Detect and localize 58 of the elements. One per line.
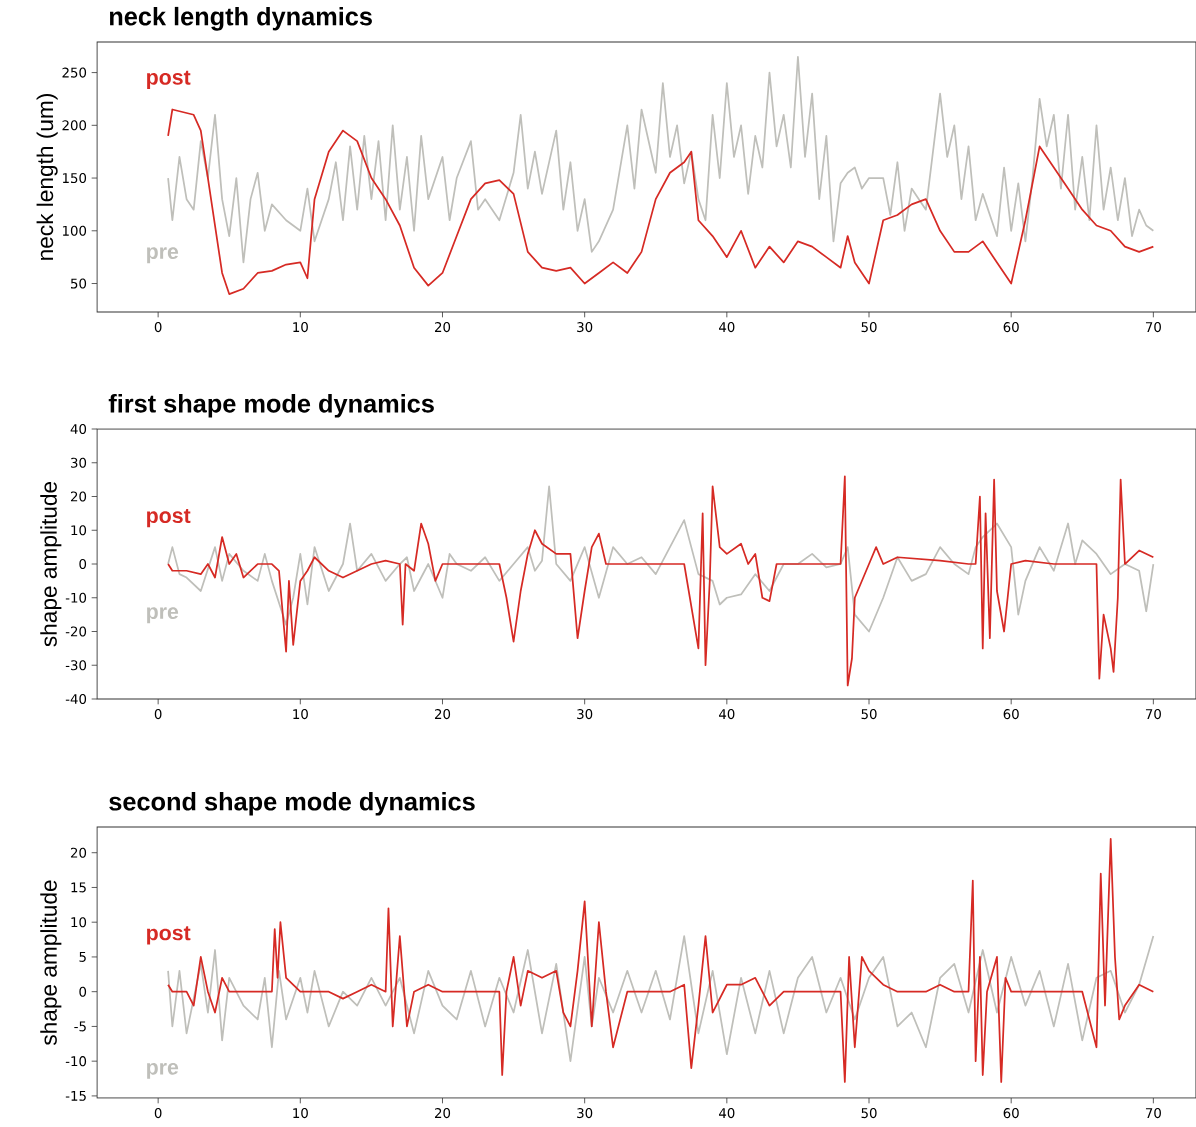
y-tick-label: -15 — [65, 1090, 86, 1101]
x-tick-label: 40 — [719, 1108, 735, 1119]
x-tick-label: 70 — [1145, 709, 1161, 720]
y-tick-label: -40 — [65, 693, 87, 705]
y-tick-label: -10 — [65, 1056, 87, 1067]
x-tick-label: 30 — [577, 322, 593, 333]
x-tick-label: 30 — [577, 1108, 593, 1119]
x-tick-label: 50 — [861, 1108, 877, 1119]
y-tick-label: 150 — [62, 172, 87, 184]
x-tick-label: 70 — [1145, 1108, 1161, 1119]
x-tick-label: 50 — [861, 709, 877, 720]
y-tick-label: 10 — [71, 525, 87, 536]
y-tick-label: 0 — [79, 558, 87, 570]
series-label: post — [147, 70, 191, 89]
y-tick-label: 40 — [70, 423, 87, 435]
chart-title: neck length dynamics — [109, 6, 372, 31]
y-tick-label: 200 — [62, 120, 87, 131]
chart-title: second shape mode dynamics — [109, 792, 475, 816]
y-tick-label: 20 — [70, 847, 87, 858]
y-tick-label: 30 — [71, 457, 87, 468]
x-tick-label: 50 — [861, 322, 877, 333]
x-tick-label: 10 — [293, 1108, 308, 1119]
series-label: pre — [147, 607, 179, 624]
y-tick-label: 5 — [79, 951, 86, 962]
series-label: post — [147, 926, 191, 945]
x-tick-label: 20 — [434, 709, 451, 720]
x-tick-label: 0 — [154, 709, 162, 720]
series-label: post — [147, 508, 191, 528]
x-tick-label: 10 — [293, 322, 308, 333]
chart-title: first shape mode dynamics — [108, 394, 434, 418]
y-axis-title: neck length (um) — [36, 94, 58, 260]
y-tick-label: 15 — [71, 882, 86, 893]
x-tick-label: 20 — [434, 1108, 451, 1119]
y-tick-label: -5 — [74, 1021, 86, 1032]
y-tick-label: 0 — [79, 986, 87, 997]
x-tick-label: 0 — [154, 1108, 162, 1119]
y-tick-label: 100 — [62, 225, 87, 236]
x-tick-label: 20 — [434, 322, 451, 333]
series-label: pre — [147, 1062, 179, 1079]
x-tick-label: 60 — [1003, 1108, 1019, 1119]
y-axis-title: shape amplitude — [40, 481, 62, 647]
x-tick-label: 40 — [719, 709, 735, 720]
x-tick-label: 60 — [1003, 322, 1019, 333]
y-tick-label: -20 — [65, 626, 87, 637]
x-tick-label: 70 — [1145, 322, 1161, 333]
y-tick-label: 250 — [62, 67, 87, 78]
y-tick-label: 50 — [71, 278, 87, 289]
y-tick-label: 10 — [71, 917, 87, 928]
y-tick-label: -10 — [65, 592, 87, 603]
x-tick-label: 30 — [577, 709, 593, 720]
x-tick-label: 60 — [1003, 709, 1019, 720]
x-tick-label: 10 — [293, 709, 308, 720]
x-tick-label: 0 — [154, 322, 162, 333]
y-axis-title: shape amplitude — [40, 880, 62, 1046]
y-tick-label: 20 — [70, 491, 87, 502]
y-tick-label: -30 — [65, 660, 87, 671]
x-tick-label: 40 — [719, 322, 735, 333]
series-label: pre — [147, 247, 179, 264]
